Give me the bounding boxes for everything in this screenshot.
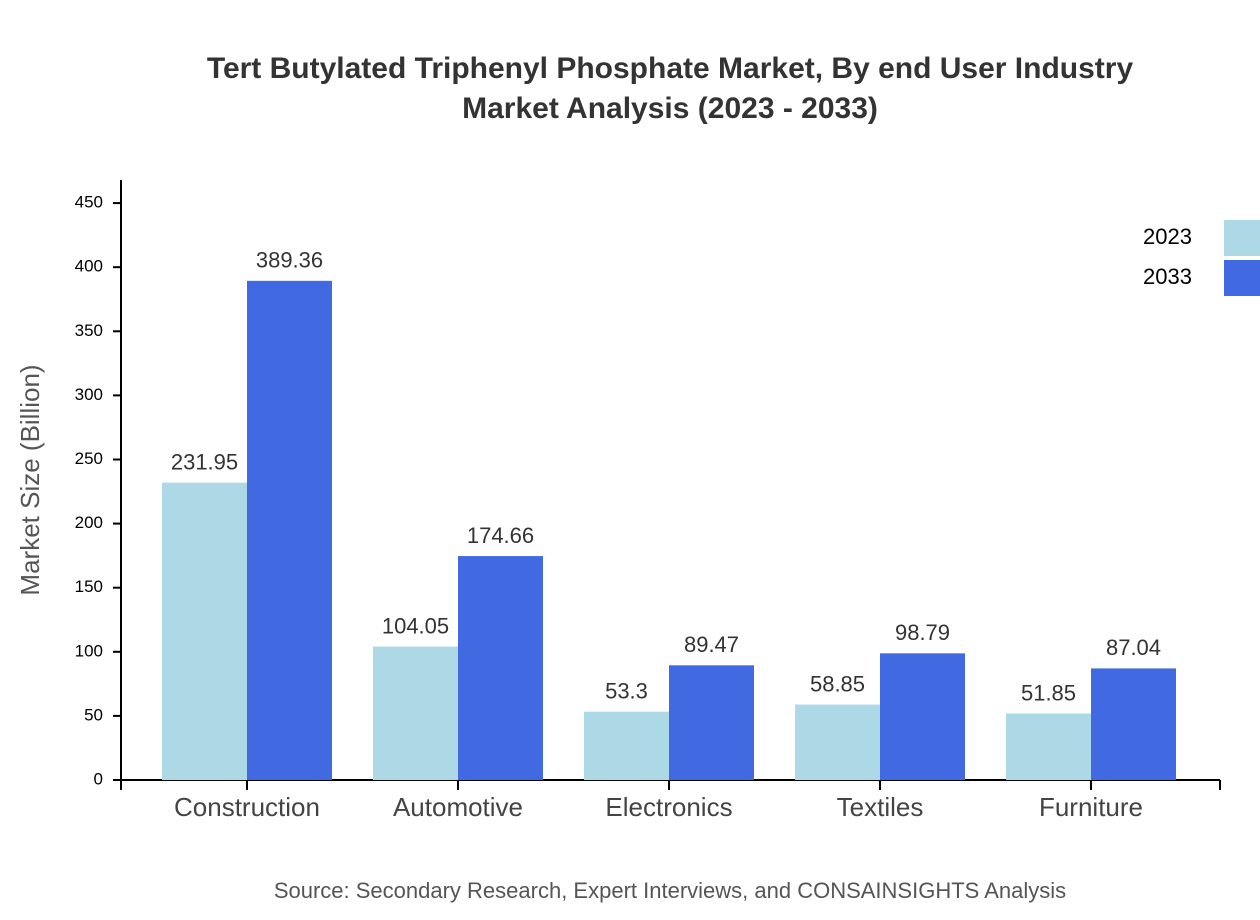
source: Source: Secondary Research, Expert Inter… [274, 878, 1066, 903]
legend-swatch [1224, 260, 1260, 296]
bar [1006, 713, 1091, 780]
value-label: 51.85 [1021, 680, 1076, 705]
value-label: 231.95 [171, 449, 238, 474]
x-tick-label: Furniture [1039, 792, 1143, 822]
y-axis-label: Market Size (Billion) [15, 364, 45, 595]
bar [669, 665, 754, 780]
legend-label: 2033 [1143, 264, 1192, 289]
x-tick-label: Electronics [605, 792, 732, 822]
y-tick-label: 50 [84, 705, 103, 724]
y-tick-label: 150 [75, 577, 103, 596]
y-tick-label: 0 [94, 769, 103, 788]
chart-subtitle: Market Analysis (2023 - 2033) [462, 92, 878, 125]
value-label: 89.47 [684, 632, 739, 657]
y-tick-label: 400 [75, 257, 103, 276]
x-tick-label: Automotive [393, 792, 523, 822]
bar [795, 704, 880, 780]
bar [162, 482, 247, 780]
legend-label: 2023 [1143, 224, 1192, 249]
value-label: 53.3 [605, 678, 648, 703]
y-tick-label: 200 [75, 513, 103, 532]
x-tick-label: Textiles [837, 792, 924, 822]
y-tick-label: 300 [75, 385, 103, 404]
chart-title: Tert Butylated Triphenyl Phosphate Marke… [207, 52, 1134, 85]
x-tick-label: Construction [174, 792, 320, 822]
bar [584, 711, 669, 780]
y-tick-label: 100 [75, 641, 103, 660]
value-label: 58.85 [810, 671, 865, 696]
bar [1091, 668, 1176, 780]
y-tick-label: 450 [75, 193, 103, 212]
value-label: 104.05 [382, 613, 449, 638]
bar [880, 653, 965, 780]
bar [458, 556, 543, 780]
y-tick-label: 250 [75, 449, 103, 468]
y-tick-label: 350 [75, 321, 103, 340]
bar [247, 280, 332, 780]
bar [373, 646, 458, 780]
value-label: 174.66 [467, 523, 534, 548]
value-label: 389.36 [256, 248, 323, 273]
value-label: 87.04 [1106, 635, 1161, 660]
value-label: 98.79 [895, 620, 950, 645]
legend-swatch [1224, 220, 1260, 256]
